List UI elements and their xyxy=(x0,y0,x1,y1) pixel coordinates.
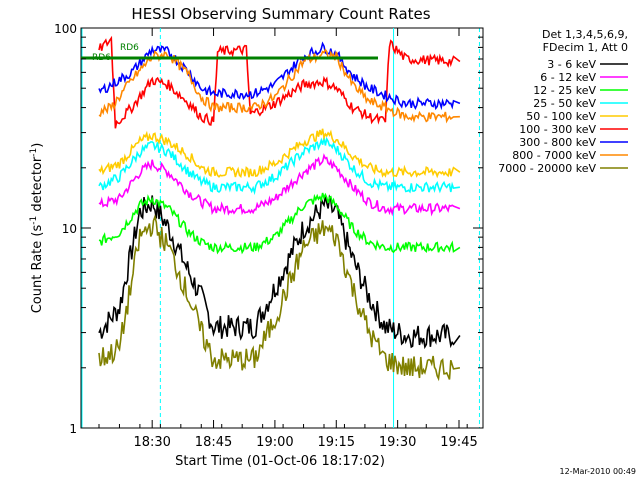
series-line xyxy=(98,41,461,111)
x-tick-label: 19:45 xyxy=(440,435,477,450)
legend-label: 6 - 12 keV xyxy=(540,71,596,84)
series-line xyxy=(98,48,460,124)
y-axis: 1 10 100 xyxy=(54,22,483,436)
attenuator-layer: RD6 RD6 xyxy=(81,43,378,63)
series-line xyxy=(98,214,461,382)
x-tick-label: 19:30 xyxy=(379,435,416,450)
attenuator-label-2: RD6 xyxy=(92,53,111,63)
legend-label: 12 - 25 keV xyxy=(533,84,596,97)
y-axis-label: Count Rate (s-1 detector-1) xyxy=(29,143,45,314)
legend-label: 300 - 800 keV xyxy=(519,136,596,149)
series-line xyxy=(98,194,461,350)
series-line xyxy=(98,153,461,217)
x-tick-label: 19:00 xyxy=(256,435,293,450)
x-axis-label: Start Time (01-Oct-06 18:17:02) xyxy=(175,454,385,469)
legend-header-1: Det 1,3,4,5,6,9, xyxy=(542,28,628,41)
footer-date: 12-Mar-2010 00:49 xyxy=(560,467,637,476)
series-line xyxy=(98,35,461,129)
series-line xyxy=(98,136,461,196)
series-line xyxy=(98,128,461,179)
series-layer xyxy=(98,35,461,382)
series-line xyxy=(98,192,461,255)
y-tick-label: 1 xyxy=(69,422,77,436)
x-axis: 18:30 18:45 19:00 19:15 19:30 19:45 xyxy=(98,28,478,450)
legend-label: 7000 - 20000 keV xyxy=(498,162,596,175)
legend-label: 25 - 50 keV xyxy=(533,97,596,110)
y-tick-label: 100 xyxy=(54,22,77,36)
legend-label: 100 - 300 keV xyxy=(519,123,596,136)
legend: Det 1,3,4,5,6,9, FDecim 1, Att 0 3 - 6 k… xyxy=(498,28,628,175)
x-tick-label: 18:30 xyxy=(133,435,170,450)
legend-label: 3 - 6 keV xyxy=(547,58,596,71)
y-tick-label: 10 xyxy=(62,222,77,236)
legend-header-2: FDecim 1, Att 0 xyxy=(543,41,628,54)
legend-label: 800 - 7000 keV xyxy=(512,149,596,162)
legend-label: 50 - 100 keV xyxy=(526,110,596,123)
chart-title: HESSI Observing Summary Count Rates xyxy=(131,5,430,23)
x-tick-label: 18:45 xyxy=(195,435,232,450)
attenuator-label-1: RD6 xyxy=(120,43,139,53)
x-tick-label: 19:15 xyxy=(318,435,355,450)
